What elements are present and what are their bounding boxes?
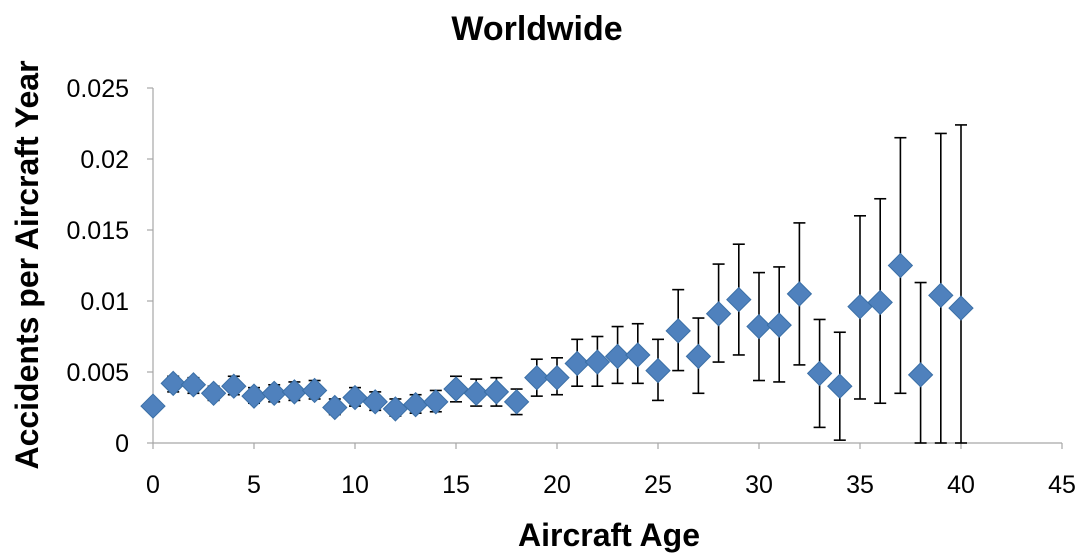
x-tick-label: 15 (442, 471, 470, 499)
y-tick-label: 0.005 (66, 359, 129, 387)
data-point-marker (402, 391, 429, 418)
x-tick-label: 0 (146, 471, 160, 499)
x-axis-ticks: 0 5 10 15 20 25 30 35 40 45 (146, 443, 1076, 499)
data-point-marker (625, 342, 651, 368)
y-axis-label: Accidents per Aircraft Year (9, 60, 45, 469)
data-point-marker (180, 372, 207, 398)
data-markers (140, 252, 974, 422)
data-point-marker (867, 289, 893, 316)
y-axis-ticks: 0 0.005 0.01 0.015 0.02 0.025 (66, 75, 153, 458)
data-point-marker (786, 281, 813, 307)
data-point-marker (726, 286, 752, 313)
data-point-marker (645, 357, 671, 384)
data-point-marker (887, 252, 914, 279)
data-point-marker (564, 350, 590, 377)
data-point-marker (261, 380, 287, 407)
x-tick-label: 30 (745, 471, 773, 499)
y-tick-label: 0.015 (66, 217, 129, 245)
x-tick-label: 10 (341, 471, 369, 499)
data-point-marker (746, 313, 772, 340)
data-point-marker (301, 377, 328, 404)
x-tick-label: 25 (644, 471, 672, 499)
data-point-marker (382, 396, 409, 422)
data-point-marker (806, 360, 833, 387)
data-point-marker (241, 383, 267, 409)
y-tick-label: 0 (115, 430, 129, 458)
data-point-marker (140, 393, 166, 419)
data-point-marker (604, 343, 631, 370)
x-tick-label: 40 (947, 471, 975, 499)
chart-title: Worldwide (451, 10, 622, 48)
data-point-marker (160, 370, 186, 397)
data-point-marker (847, 293, 873, 320)
data-point-marker (281, 379, 308, 405)
data-point-marker (483, 379, 510, 405)
data-point-marker (948, 295, 974, 321)
data-point-marker (665, 318, 691, 344)
x-tick-label: 5 (247, 471, 261, 499)
x-tick-label: 45 (1048, 471, 1076, 499)
x-axis-label: Aircraft Age (518, 517, 700, 553)
data-point-marker (705, 301, 732, 327)
data-point-marker (221, 373, 247, 399)
x-tick-label: 20 (543, 471, 571, 499)
data-point-marker (322, 394, 348, 421)
y-tick-label: 0.01 (80, 288, 129, 316)
data-point-marker (827, 373, 853, 399)
y-tick-label: 0.02 (80, 146, 129, 174)
y-tick-label: 0.025 (66, 75, 129, 103)
data-point-marker (342, 384, 368, 411)
data-point-marker (907, 362, 934, 388)
data-point-marker (524, 364, 550, 391)
x-tick-label: 35 (846, 471, 874, 499)
data-point-marker (423, 389, 449, 415)
data-point-marker (362, 389, 388, 415)
data-point-marker (463, 380, 489, 407)
data-point-marker (584, 349, 611, 375)
data-point-marker (200, 380, 227, 407)
data-point-marker (766, 312, 792, 338)
data-point-marker (443, 376, 469, 402)
data-point-marker (928, 282, 954, 309)
data-point-marker (503, 389, 530, 415)
data-point-marker (685, 343, 712, 370)
data-point-marker (544, 364, 570, 391)
